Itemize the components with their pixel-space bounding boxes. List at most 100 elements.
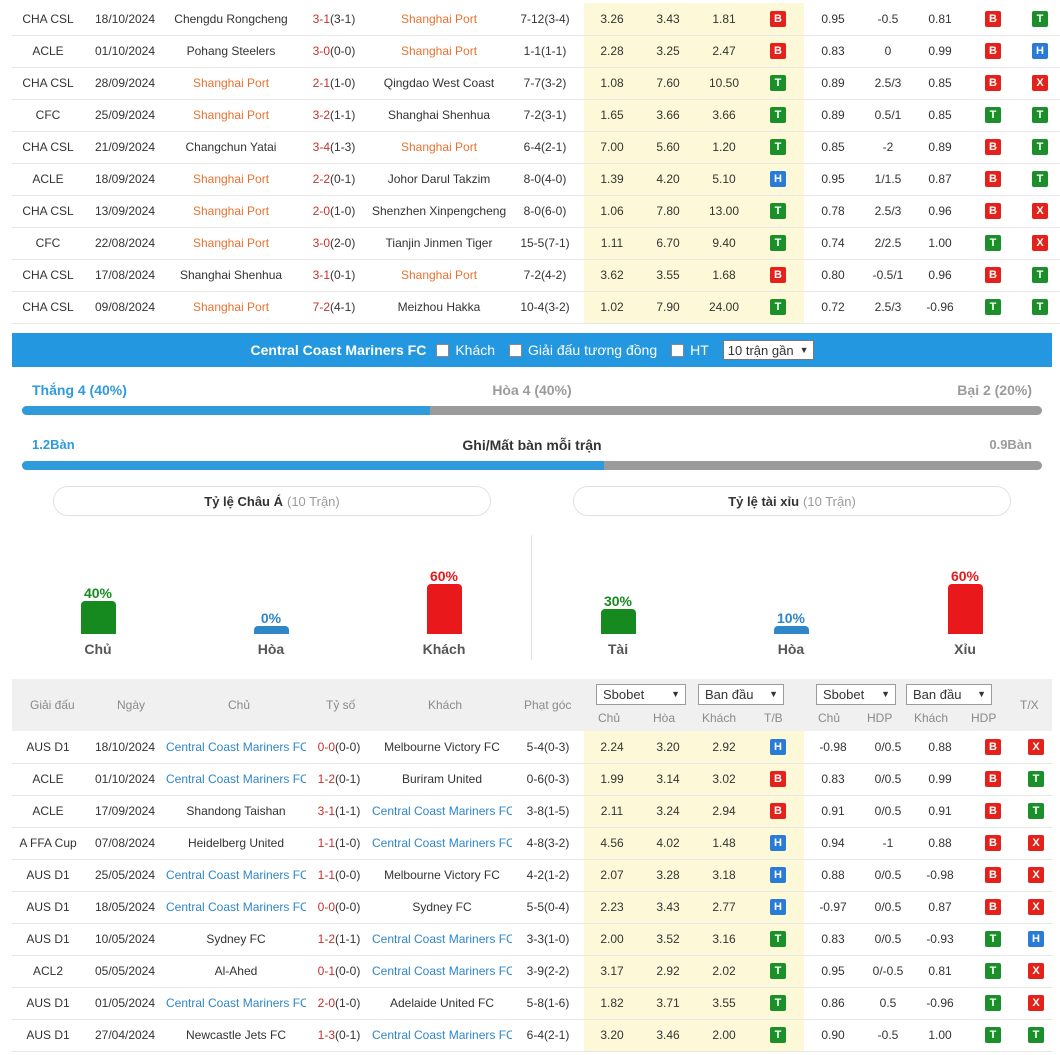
home-team-cell[interactable]: Shanghai Port bbox=[166, 291, 296, 324]
score-cell[interactable]: 1-3(0-1) bbox=[306, 1019, 372, 1052]
away-team-cell[interactable]: Adelaide United FC bbox=[372, 987, 512, 1020]
away-team-cell[interactable]: Central Coast Mariners FC bbox=[372, 827, 512, 860]
same-league-filter[interactable]: Giải đấu tương đồng bbox=[509, 342, 657, 358]
score-cell[interactable]: 2-1(1-0) bbox=[296, 67, 372, 100]
away-team-cell[interactable]: Central Coast Mariners FC bbox=[372, 923, 512, 956]
score-cell[interactable]: 0-0(0-0) bbox=[306, 891, 372, 924]
home-team-cell[interactable]: Changchun Yatai bbox=[166, 131, 296, 164]
score-cell[interactable]: 3-0(0-0) bbox=[296, 35, 372, 68]
table-row[interactable]: AUS D1 18/10/2024 Central Coast Mariners F… bbox=[12, 731, 1052, 764]
home-team-cell[interactable]: Shanghai Port bbox=[166, 99, 296, 132]
score-cell[interactable]: 3-4(1-3) bbox=[296, 131, 372, 164]
away-filter[interactable]: Khách bbox=[436, 342, 495, 358]
score-cell[interactable]: 3-1(3-1) bbox=[296, 3, 372, 36]
score-cell[interactable]: 2-0(1-0) bbox=[306, 987, 372, 1020]
table-row[interactable]: ACLE 17/09/2024 Shandong Taishan 3-1(1-1) Ce… bbox=[12, 795, 1052, 828]
home-team-cell[interactable]: Newcastle Jets FC bbox=[166, 1019, 306, 1052]
table-row[interactable]: AUS D1 25/05/2024 Central Coast Mariners F… bbox=[12, 859, 1052, 892]
score-cell[interactable]: 3-1(1-1) bbox=[306, 795, 372, 828]
home-team-cell[interactable]: Heidelberg United bbox=[166, 827, 306, 860]
score-cell[interactable]: 3-2(1-1) bbox=[296, 99, 372, 132]
away-team-cell[interactable]: Sydney FC bbox=[372, 891, 512, 924]
table-row[interactable]: ACLE 01/10/2024 Central Coast Mariners FC 1… bbox=[12, 763, 1052, 796]
home-team-cell[interactable]: Chengdu Rongcheng bbox=[166, 3, 296, 36]
score-cell[interactable]: 1-1(0-0) bbox=[306, 859, 372, 892]
handicap-home-cell: -0.97 bbox=[804, 891, 862, 924]
table-row[interactable]: CHA CSL 09/08/2024 Shanghai Port 7-2(4-1) Me… bbox=[12, 291, 1060, 324]
table-row[interactable]: A FFA Cup 07/08/2024 Heidelberg United 1-1(… bbox=[12, 827, 1052, 860]
table-row[interactable]: CFC 25/09/2024 Shanghai Port 3-2(1-1) Shangh… bbox=[12, 99, 1060, 132]
away-team-cell[interactable]: Shenzhen Xinpengcheng bbox=[372, 195, 506, 228]
home-team-cell[interactable]: Al-Ahed bbox=[166, 955, 306, 988]
away-team-cell[interactable]: Shanghai Shenhua bbox=[372, 99, 506, 132]
table-row[interactable]: CHA CSL 21/09/2024 Changchun Yatai 3-4(1-3)… bbox=[12, 131, 1060, 164]
away-team-cell[interactable]: Central Coast Mariners FC bbox=[372, 1019, 512, 1052]
same-league-checkbox[interactable] bbox=[509, 343, 523, 357]
home-team-cell[interactable]: Central Coast Mariners FC bbox=[166, 859, 306, 892]
score-cell[interactable]: 0-0(0-0) bbox=[306, 731, 372, 764]
home-team-cell[interactable]: Shanghai Port bbox=[166, 67, 296, 100]
away-team-cell[interactable]: Tianjin Jinmen Tiger bbox=[372, 227, 506, 260]
away-team-cell[interactable]: Buriram United bbox=[372, 763, 512, 796]
away-team-cell[interactable]: Melbourne Victory FC bbox=[372, 731, 512, 764]
ht-filter[interactable]: HT bbox=[671, 342, 709, 358]
away-team-cell[interactable]: Qingdao West Coast bbox=[372, 67, 506, 100]
table-row[interactable]: CHA CSL 17/08/2024 Shanghai Shenhua 3-1(0-1… bbox=[12, 259, 1060, 292]
home-team-cell[interactable]: Shanghai Port bbox=[166, 195, 296, 228]
odds-away-cell: 1.48 bbox=[696, 827, 752, 860]
score-cell[interactable]: 1-2(0-1) bbox=[306, 763, 372, 796]
home-team-cell[interactable]: Shanghai Port bbox=[166, 227, 296, 260]
match-count-select[interactable]: 10 trận gần ▼ bbox=[722, 340, 814, 360]
table-row[interactable]: ACLE 01/10/2024 Pohang Steelers 3-0(0-0) Sha… bbox=[12, 35, 1060, 68]
table-row[interactable]: AUS D1 01/05/2024 Central Coast Mariners F… bbox=[12, 987, 1052, 1020]
score-cell[interactable]: 2-2(0-1) bbox=[296, 163, 372, 196]
home-team-cell[interactable]: Central Coast Mariners FC bbox=[166, 891, 306, 924]
odds-bookmaker-select[interactable]: Sbobet ▼ bbox=[596, 684, 686, 705]
odds-draw-cell: 3.66 bbox=[640, 99, 696, 132]
away-checkbox[interactable] bbox=[436, 343, 450, 357]
home-team-cell[interactable]: Pohang Steelers bbox=[166, 35, 296, 68]
win-summary: Thắng 4 (40%) bbox=[32, 382, 127, 398]
handicap-bookmaker-select[interactable]: Sbobet ▼ bbox=[816, 684, 896, 705]
handicap-type-select[interactable]: Ban đầu ▼ bbox=[906, 684, 992, 705]
away-team-cell[interactable]: Central Coast Mariners FC bbox=[372, 955, 512, 988]
away-team-cell[interactable]: Johor Darul Takzim bbox=[372, 163, 506, 196]
table-row[interactable]: CHA CSL 28/09/2024 Shanghai Port 2-1(1-0) Qi… bbox=[12, 67, 1060, 100]
result-badge-cell: B bbox=[752, 763, 804, 796]
score-cell[interactable]: 1-2(1-1) bbox=[306, 923, 372, 956]
full-time-score: 1-2 bbox=[317, 932, 335, 946]
table-row[interactable]: AUS D1 18/05/2024 Central Coast Mariners F… bbox=[12, 891, 1052, 924]
away-team-cell[interactable]: Melbourne Victory FC bbox=[372, 859, 512, 892]
home-team-cell[interactable]: Shanghai Port bbox=[166, 163, 296, 196]
table-row[interactable]: CFC 22/08/2024 Shanghai Port 3-0(2-0) Tianji… bbox=[12, 227, 1060, 260]
away-team-cell[interactable]: Meizhou Hakka bbox=[372, 291, 506, 324]
score-cell[interactable]: 3-0(2-0) bbox=[296, 227, 372, 260]
score-cell[interactable]: 2-0(1-0) bbox=[296, 195, 372, 228]
score-cell[interactable]: 1-1(1-0) bbox=[306, 827, 372, 860]
home-team-cell[interactable]: Central Coast Mariners FC bbox=[166, 763, 306, 796]
score-cell[interactable]: 7-2(4-1) bbox=[296, 291, 372, 324]
away-team-cell[interactable]: Shanghai Port bbox=[372, 3, 506, 36]
home-team-cell[interactable]: Central Coast Mariners FC bbox=[166, 987, 306, 1020]
away-team-cell[interactable]: Central Coast Mariners FC bbox=[372, 795, 512, 828]
home-team-cell[interactable]: Central Coast Mariners FC bbox=[166, 731, 306, 764]
home-team-cell[interactable]: Shandong Taishan bbox=[166, 795, 306, 828]
score-cell[interactable]: 0-1(0-0) bbox=[306, 955, 372, 988]
away-team-cell[interactable]: Shanghai Port bbox=[372, 35, 506, 68]
odds-away-cell: 2.02 bbox=[696, 955, 752, 988]
table-row[interactable]: AUS D1 10/05/2024 Sydney FC 1-2(1-1) Central… bbox=[12, 923, 1052, 956]
table-row[interactable]: AUS D1 27/04/2024 Newcastle Jets FC 1-3(0-1… bbox=[12, 1019, 1052, 1052]
table-row[interactable]: CHA CSL 13/09/2024 Shanghai Port 2-0(1-0) Sh… bbox=[12, 195, 1060, 228]
score-cell[interactable]: 3-1(0-1) bbox=[296, 259, 372, 292]
table-row[interactable]: ACLE 18/09/2024 Shanghai Port 2-2(0-1) Johor… bbox=[12, 163, 1060, 196]
away-team-cell[interactable]: Shanghai Port bbox=[372, 259, 506, 292]
home-team-cell[interactable]: Shanghai Shenhua bbox=[166, 259, 296, 292]
half-time-score: (0-1) bbox=[335, 1028, 361, 1042]
home-team-cell[interactable]: Sydney FC bbox=[166, 923, 306, 956]
odds-type-select[interactable]: Ban đầu ▼ bbox=[698, 684, 784, 705]
handicap-badge-cell: T bbox=[966, 1019, 1020, 1052]
ht-checkbox[interactable] bbox=[671, 343, 685, 357]
table-row[interactable]: ACL2 05/05/2024 Al-Ahed 0-1(0-0) Central Coa… bbox=[12, 955, 1052, 988]
table-row[interactable]: CHA CSL 18/10/2024 Chengdu Rongcheng 3-1(3-… bbox=[12, 3, 1060, 36]
away-team-cell[interactable]: Shanghai Port bbox=[372, 131, 506, 164]
